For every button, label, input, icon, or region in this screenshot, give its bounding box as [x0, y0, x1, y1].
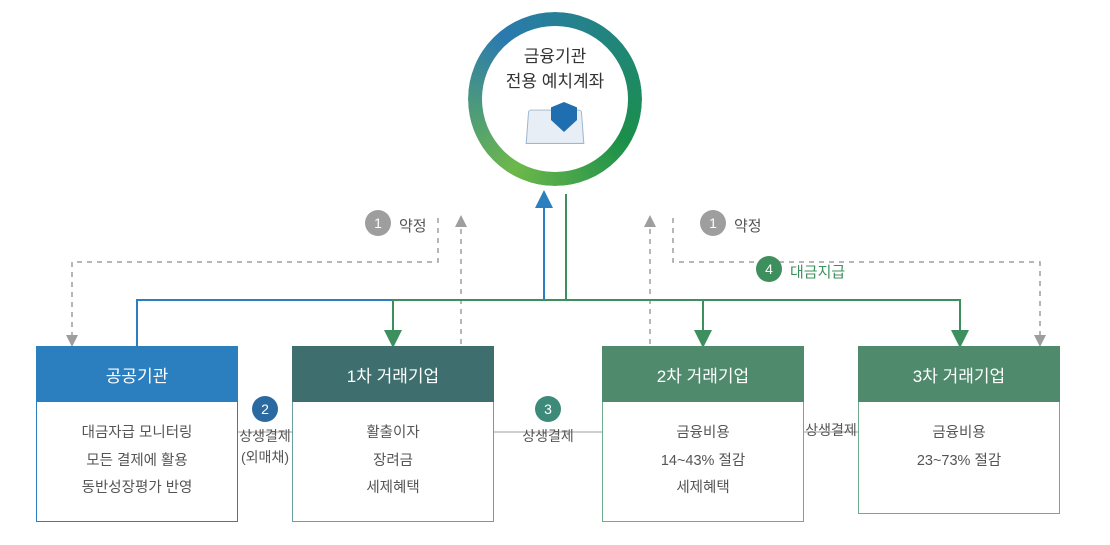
tier2-box: 2차 거래기업 금융비용 14~43% 절감 세제혜택 — [602, 346, 804, 522]
conn12-line1: 상생결제 — [238, 426, 292, 447]
tier2-line-3: 세제혜택 — [611, 475, 795, 503]
connector-tier2-tier3: 상생결제 — [800, 420, 862, 441]
conn12-line2: (외매채) — [238, 447, 292, 468]
tier2-title: 2차 거래기업 — [602, 346, 804, 402]
diagram-canvas: 금융기관 전용 예치계좌 1 약정 1 약정 4 대금지급 공공기관 대금자급 … — [0, 0, 1110, 545]
payment-badge: 4 대금지급 — [756, 256, 845, 286]
tier1-line-2: 장려금 — [301, 448, 485, 476]
public-line-3: 동반성장평가 반영 — [45, 475, 229, 503]
public-line-1: 대금자급 모니터링 — [45, 420, 229, 448]
payment-label: 대금지급 — [790, 261, 845, 282]
connector-public-tier1: 2 상생결제 (외매채) — [238, 396, 292, 468]
tier3-line-2: 23~73% 절감 — [867, 448, 1051, 476]
badge-3: 3 — [535, 396, 561, 422]
badge-1-right: 1 — [700, 210, 726, 236]
tier1-line-1: 활출이자 — [301, 420, 485, 448]
agreement-badge-right: 1 약정 — [700, 210, 762, 240]
public-line-2: 모든 결제에 활용 — [45, 448, 229, 476]
tier3-line-1: 금융비용 — [867, 420, 1051, 448]
tier1-line-3: 세제혜택 — [301, 475, 485, 503]
circle-title-line2: 전용 예치계좌 — [506, 67, 605, 92]
conn23-line1: 상생결제 — [508, 426, 588, 447]
tier1-box: 1차 거래기업 활출이자 장려금 세제혜택 — [292, 346, 494, 522]
agreement-label-left: 약정 — [399, 215, 427, 236]
tier2-line-2: 14~43% 절감 — [611, 448, 795, 476]
deposit-account-icon — [527, 102, 583, 144]
agreement-label-right: 약정 — [734, 215, 762, 236]
circle-title-line1: 금융기관 — [524, 42, 587, 67]
tier1-title: 1차 거래기업 — [292, 346, 494, 402]
connector-tier1-tier2: 3 상생결제 — [508, 396, 588, 447]
tier3-title: 3차 거래기업 — [858, 346, 1060, 402]
agreement-badge-left: 1 약정 — [365, 210, 427, 240]
tier3-box: 3차 거래기업 금융비용 23~73% 절감 — [858, 346, 1060, 514]
public-institution-box: 공공기관 대금자급 모니터링 모든 결제에 활용 동반성장평가 반영 — [36, 346, 238, 522]
badge-1-left: 1 — [365, 210, 391, 236]
badge-4: 4 — [756, 256, 782, 282]
conn34-line1: 상생결제 — [800, 420, 862, 441]
financial-institution-circle: 금융기관 전용 예치계좌 — [468, 12, 642, 186]
badge-2: 2 — [252, 396, 278, 422]
tier2-line-1: 금융비용 — [611, 420, 795, 448]
public-institution-title: 공공기관 — [36, 346, 238, 402]
